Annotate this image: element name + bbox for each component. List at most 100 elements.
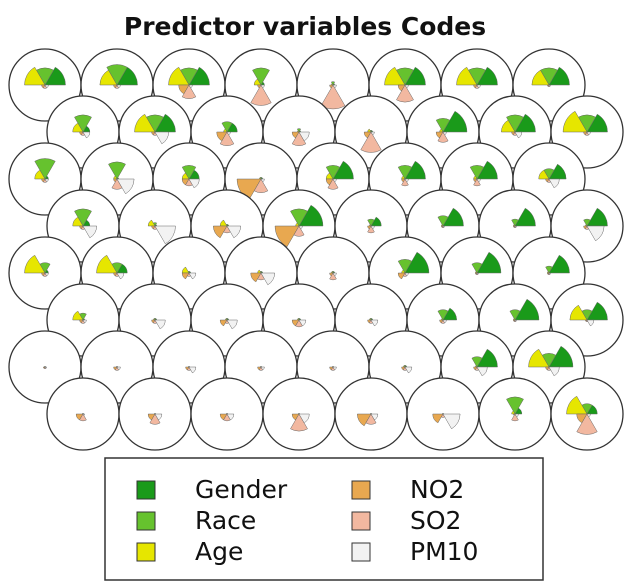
fan-segment xyxy=(548,272,551,275)
fan-segment xyxy=(154,413,163,421)
fan-segment xyxy=(213,225,228,239)
fan-segment xyxy=(476,160,498,180)
fan-segment xyxy=(298,413,310,424)
fan-segment xyxy=(290,208,308,227)
fan-segment xyxy=(476,66,498,86)
legend-label: Gender xyxy=(195,475,288,504)
fan-segment xyxy=(332,272,337,277)
fan-segment xyxy=(116,366,121,371)
fan-segment xyxy=(476,366,488,377)
fan-segment xyxy=(72,122,84,133)
fan-segment xyxy=(397,165,413,180)
fan-segment xyxy=(154,131,169,145)
fan-segment xyxy=(96,254,118,274)
fan-segment xyxy=(82,413,85,416)
fan-segment xyxy=(188,84,193,89)
fan-segment xyxy=(367,225,375,234)
fan-segment xyxy=(501,119,516,133)
fan-segment xyxy=(44,366,47,369)
legend-swatch xyxy=(136,480,156,500)
fan-segment xyxy=(72,216,84,227)
fan-segment xyxy=(291,131,307,146)
fan-segment xyxy=(514,319,517,322)
fan-segment xyxy=(34,158,56,180)
fan-segment xyxy=(250,84,272,106)
fan-segment xyxy=(476,84,481,89)
fan-segment xyxy=(432,413,444,424)
fan-segment xyxy=(476,272,479,275)
fan-segment xyxy=(188,272,197,280)
fan-segment xyxy=(548,254,570,274)
fan-segment xyxy=(442,319,447,324)
fan-segment xyxy=(332,84,337,89)
fan-segment xyxy=(514,207,536,227)
fan-segment xyxy=(442,131,447,136)
fan-segment xyxy=(116,178,135,195)
fan-segment xyxy=(188,178,200,189)
fan-segment xyxy=(469,165,485,180)
fan-segment xyxy=(586,131,591,136)
fan-segment xyxy=(566,395,588,415)
fan-segment xyxy=(290,413,308,432)
fan-segment xyxy=(548,163,567,180)
fan-segment xyxy=(250,272,262,283)
fan-segment xyxy=(298,204,324,227)
fan-segment xyxy=(442,413,461,430)
fan-segment xyxy=(367,218,375,227)
fan-segment xyxy=(116,272,125,280)
fan-segment xyxy=(404,66,426,86)
fan-segment xyxy=(511,413,519,422)
fan-segment xyxy=(253,78,262,86)
fan-segment xyxy=(471,262,483,274)
fan-segment xyxy=(442,225,445,228)
fan-segment xyxy=(437,215,449,227)
fan-segment xyxy=(506,114,524,133)
fan-segment xyxy=(476,348,498,368)
fan-segment xyxy=(74,208,92,227)
fan-segment xyxy=(298,131,310,142)
fan-segment xyxy=(476,178,481,183)
fan-segment xyxy=(44,178,49,183)
fan-segment xyxy=(44,84,49,89)
fan-segment xyxy=(404,160,426,180)
fan-segment xyxy=(397,259,413,274)
fan-segment xyxy=(260,84,265,89)
fan-segment xyxy=(401,178,409,187)
fan-segment xyxy=(538,169,550,180)
fan-segment xyxy=(586,413,591,418)
fan-segment xyxy=(329,272,337,281)
fan-segment xyxy=(226,319,238,330)
fan-segment xyxy=(99,69,118,86)
fan-segment xyxy=(149,413,161,425)
fan-segment xyxy=(147,219,156,227)
fan-segment xyxy=(260,366,265,371)
fan-segment xyxy=(219,319,228,327)
fan-segment xyxy=(226,413,235,421)
fan-segment xyxy=(298,319,307,327)
fan-segment xyxy=(583,218,591,227)
legend-label: Age xyxy=(195,537,243,566)
fan-segment xyxy=(325,165,341,180)
fan-segment xyxy=(514,225,517,228)
fan-segment xyxy=(44,66,66,86)
fan-segment xyxy=(72,310,84,321)
fan-segment xyxy=(384,66,406,86)
fan-segment xyxy=(586,113,608,133)
fan-segment xyxy=(181,165,197,180)
fan-segment xyxy=(396,84,414,103)
fan-segment xyxy=(548,84,551,87)
fan-segment xyxy=(106,64,128,86)
fan-segment xyxy=(586,207,608,227)
fan-segment xyxy=(397,272,406,280)
fan-segment xyxy=(586,319,595,327)
fan-segment xyxy=(370,413,379,421)
fan-segment xyxy=(404,178,409,183)
fan-segment xyxy=(442,207,464,227)
fan-segment xyxy=(219,131,235,146)
fan-segment xyxy=(548,66,570,86)
fan-segment xyxy=(357,413,372,427)
fan-segment xyxy=(514,298,540,321)
fan-segment xyxy=(24,254,46,274)
fan-segment xyxy=(360,131,382,153)
